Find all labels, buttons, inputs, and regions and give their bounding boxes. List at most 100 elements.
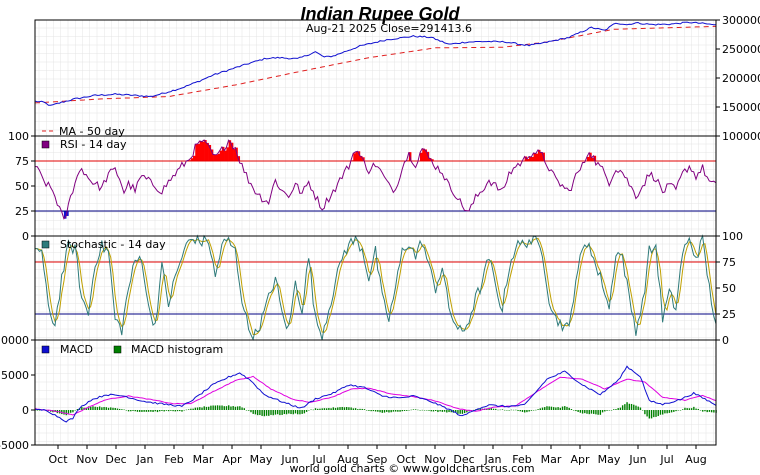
- price-tick-label: 100000: [722, 130, 760, 143]
- macd-hist-bar: [270, 410, 272, 415]
- macd-hist-bar: [499, 409, 501, 411]
- macd-hist-bar: [343, 407, 346, 410]
- price-tick-label: 300000: [722, 14, 760, 27]
- macd-hist-bar: [417, 409, 419, 411]
- month-label: Apr: [222, 453, 242, 466]
- macd-hist-bar: [635, 405, 637, 410]
- rsi-oversold-fill: [63, 211, 67, 219]
- rsi-overbought-fill: [593, 155, 597, 161]
- macd-hist-bar: [557, 407, 559, 410]
- rsi-overbought-fill: [531, 156, 534, 161]
- macd-hist-bar: [457, 410, 459, 414]
- macd-hist-bar: [466, 410, 468, 413]
- macd-hist-bar: [501, 409, 504, 410]
- macd-hist-bar: [655, 410, 657, 417]
- macd-hist-bar: [245, 410, 248, 411]
- macd-hist-bar: [412, 409, 415, 410]
- macd-hist-bar: [613, 409, 615, 410]
- macd-hist-bar: [228, 405, 230, 410]
- macd-hist-bar: [368, 410, 370, 411]
- macd-hist-bar: [704, 410, 706, 412]
- legend-macd-swatch: [41, 345, 50, 354]
- month-label: Dec: [453, 453, 474, 466]
- rsi-overbought-fill: [201, 141, 205, 161]
- macd-hist-bar: [584, 410, 586, 414]
- macd-hist-bar: [526, 410, 528, 413]
- macd-hist-bar: [179, 410, 181, 412]
- macd-hist-bar: [219, 405, 221, 410]
- rsi-overbought-fill: [208, 144, 212, 161]
- macd-hist-bar: [624, 404, 626, 410]
- rsi-overbought-fill: [210, 149, 214, 161]
- macd-hist-bar: [163, 410, 165, 412]
- macd-hist-bar: [421, 409, 424, 411]
- macd-hist-bar: [299, 410, 301, 415]
- macd-hist-bar: [524, 410, 526, 413]
- macd-hist-bar: [143, 410, 145, 412]
- macd-hist-bar: [85, 407, 87, 410]
- macd-hist-bar: [239, 406, 241, 410]
- rsi-overbought-fill: [524, 156, 528, 161]
- macd-line: [34, 365, 717, 423]
- macd-hist-bar: [252, 410, 254, 414]
- rsi-overbought-fill: [353, 153, 356, 161]
- macd-hist-bar: [503, 409, 506, 411]
- macd-hist-bar: [192, 408, 194, 410]
- month-label: May: [598, 453, 621, 466]
- macd-hist-bar: [352, 408, 355, 410]
- macd-hist-bar: [628, 403, 631, 410]
- macd-hist-bar: [664, 410, 666, 414]
- rsi-overbought-fill: [533, 153, 537, 161]
- macd-hist-bar: [107, 407, 110, 410]
- legend-macd-label: MACD: [60, 343, 93, 356]
- rsi-overbought-fill: [195, 144, 198, 161]
- macd-hist-bar: [492, 408, 495, 410]
- macd-hist-bar: [668, 410, 671, 413]
- macd-hist-bar: [348, 407, 350, 410]
- macd-hist-bar: [127, 410, 130, 412]
- rsi-overbought-fill: [215, 154, 218, 161]
- macd-hist-bar: [644, 410, 646, 415]
- macd-hist-bar: [532, 410, 535, 411]
- macd-hist-bar: [114, 407, 116, 410]
- macd-hist-bar: [713, 410, 715, 413]
- macd-hist-bar: [601, 410, 604, 413]
- macd-hist-bar: [248, 410, 250, 411]
- macd-hist-bar: [630, 403, 633, 410]
- macd-hist-bar: [70, 410, 72, 413]
- rsi-tick-label: 50: [15, 180, 29, 193]
- macd-hist-bar: [370, 410, 372, 412]
- macd-hist-bar: [559, 407, 562, 410]
- macd-hist-bar: [272, 410, 274, 416]
- rsi-overbought-fill: [228, 140, 232, 161]
- macd-hist-bar: [274, 410, 277, 415]
- rsi-line: [35, 139, 717, 220]
- macd-hist-bar: [230, 406, 232, 410]
- rsi-overbought-fill: [217, 153, 221, 161]
- macd-hist-bar: [183, 410, 185, 411]
- rsi-overbought-fill: [424, 149, 427, 161]
- macd-hist-bar: [221, 405, 223, 410]
- macd-hist-bar: [285, 410, 288, 415]
- stochastic-panel: [35, 234, 717, 341]
- macd-hist-bar: [597, 410, 599, 415]
- macd-hist-bar: [497, 409, 499, 411]
- macd-hist-bar: [710, 410, 713, 413]
- macd-hist-bar: [187, 409, 190, 410]
- macd-hist-bar: [265, 410, 268, 416]
- macd-hist-bar: [194, 407, 197, 410]
- macd-hist-bar: [354, 408, 357, 410]
- rsi-tick-label: 100: [8, 130, 29, 143]
- macd-hist-bar: [199, 407, 201, 410]
- macd-hist-bar: [305, 410, 308, 412]
- macd-hist-bar: [98, 406, 101, 410]
- month-label: Apr: [570, 453, 590, 466]
- macd-hist-bar: [174, 410, 177, 412]
- macd-hist-bar: [374, 410, 377, 412]
- macd-hist-bar: [606, 410, 608, 411]
- macd-hist-bar: [72, 410, 74, 413]
- chart-title: Indian Rupee Gold: [300, 4, 460, 24]
- macd-hist-bar: [617, 408, 619, 410]
- macd-hist-bar: [297, 410, 299, 415]
- macd-hist-bar: [254, 410, 257, 415]
